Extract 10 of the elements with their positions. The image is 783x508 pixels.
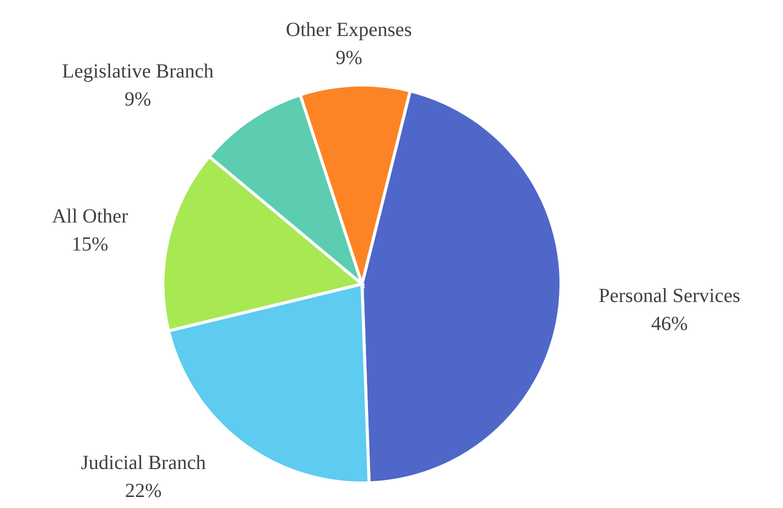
slice-label: Judicial Branch <box>80 452 206 474</box>
data-label: 46% <box>651 313 688 336</box>
data-label: 9% <box>336 47 362 70</box>
data-label: 9% <box>124 88 152 110</box>
slice-label: All Other <box>52 205 128 228</box>
data-label: 15% <box>72 233 108 256</box>
slice-label: Legislative Branch <box>62 60 214 82</box>
slice-label: Other Expenses <box>286 19 412 42</box>
data-label: 22% <box>125 480 162 502</box>
slice-label: Personal Services <box>598 285 740 308</box>
